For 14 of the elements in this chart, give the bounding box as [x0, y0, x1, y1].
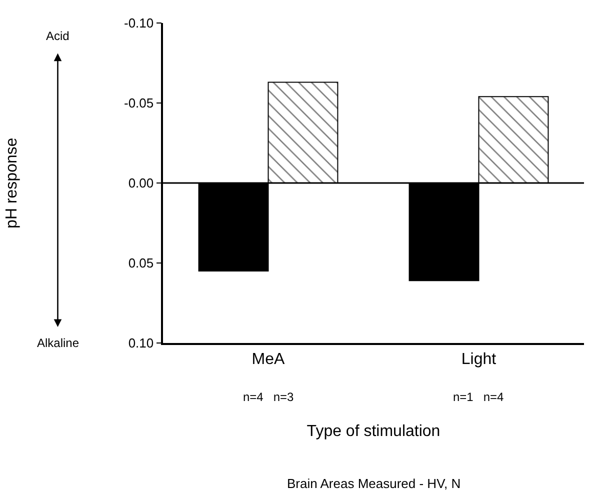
text: pH response [3, 138, 20, 228]
text: Acid [46, 29, 70, 43]
y-tick-label: 0.05 [128, 256, 154, 271]
y-tick-label: 0.10 [128, 336, 154, 351]
text: n=1 n=4 [453, 390, 504, 404]
x-tick-label: Light [461, 350, 497, 368]
text: n=4 n=3 [243, 390, 294, 404]
text: Alkaline [37, 336, 80, 350]
text: Brain Areas Measured - HV, N [287, 476, 461, 491]
x-tick-label: MeA [252, 350, 286, 368]
y-tick-label: -0.10 [124, 16, 154, 31]
y-tick-label: 0.00 [128, 176, 154, 191]
x-axis-title: Type of stimulation [306, 423, 440, 440]
y-tick-label: -0.05 [124, 96, 154, 111]
